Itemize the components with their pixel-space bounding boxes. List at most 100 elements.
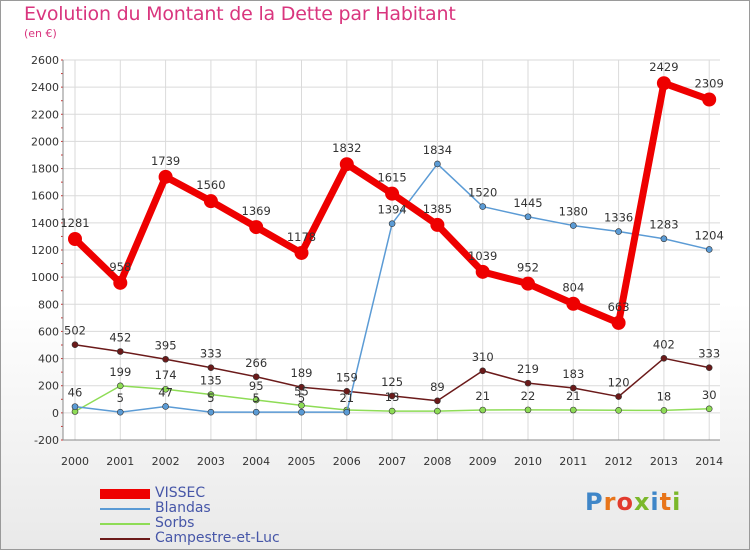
legend-label: Campestre-et-Luc [155, 530, 280, 546]
data-point [343, 408, 351, 416]
legend-label: Blandas [155, 500, 211, 516]
data-label: 30 [702, 388, 717, 402]
data-label: 1834 [423, 143, 452, 157]
data-point [252, 396, 260, 404]
data-point [113, 275, 128, 290]
data-label: 5 [298, 391, 305, 405]
data-label: 21 [339, 391, 354, 405]
data-point [207, 364, 215, 371]
data-label: 1394 [377, 203, 406, 217]
x-tick-label: 2006 [333, 455, 361, 468]
data-point [203, 194, 218, 209]
data-point [569, 384, 577, 392]
data-point [117, 408, 124, 416]
data-point [298, 402, 305, 409]
data-point [479, 367, 487, 375]
data-label: 1380 [559, 205, 588, 219]
data-label: 2429 [649, 60, 678, 74]
data-label: 95 [249, 379, 264, 393]
data-label: 125 [381, 375, 403, 389]
y-tick-label: 400 [38, 353, 59, 366]
data-point [249, 220, 264, 235]
y-tick-label: -200 [34, 434, 59, 447]
data-label: 46 [68, 386, 83, 400]
data-point [294, 245, 309, 260]
data-label: 159 [336, 370, 358, 384]
data-point [71, 403, 79, 410]
data-label: 395 [155, 338, 177, 352]
data-point [388, 220, 396, 227]
data-point [569, 222, 577, 229]
data-point [343, 387, 351, 395]
data-point [479, 406, 487, 414]
data-point [388, 407, 396, 415]
data-point [162, 355, 169, 363]
data-label: 1445 [513, 196, 542, 210]
data-point [430, 217, 445, 232]
data-point [298, 408, 305, 416]
data-point [339, 157, 354, 172]
legend-label: Sorbs [155, 515, 195, 531]
chart-title: Evolution du Montant de la Dette par Hab… [24, 3, 456, 25]
data-point [656, 76, 671, 91]
x-tick-label: 2005 [288, 455, 316, 468]
data-point [68, 232, 82, 247]
y-tick-label: 1600 [31, 190, 59, 203]
data-label: 663 [608, 300, 630, 314]
data-point [388, 392, 396, 400]
data-label: 333 [200, 347, 222, 361]
data-point [615, 228, 622, 235]
data-label: 183 [562, 367, 584, 381]
legend-swatch [100, 489, 150, 499]
legend-label: VISSEC [155, 485, 206, 501]
data-label: 189 [291, 366, 313, 380]
data-label: 1283 [649, 218, 678, 232]
data-label: 21 [475, 389, 490, 403]
data-point [252, 373, 260, 381]
data-label: 1832 [332, 141, 361, 155]
data-label: 952 [517, 261, 539, 275]
data-label: 21 [566, 389, 581, 403]
data-label: 1336 [604, 211, 633, 225]
data-label: 1281 [60, 216, 89, 230]
y-tick-label: 1800 [31, 163, 59, 176]
data-label: 266 [245, 356, 267, 370]
x-tick-label: 2001 [106, 455, 134, 468]
y-tick-label: 2600 [31, 54, 59, 67]
x-tick-label: 2014 [695, 455, 723, 468]
x-tick-label: 2013 [650, 455, 678, 468]
data-label: 120 [608, 376, 630, 390]
logo-letter: x [633, 488, 651, 516]
data-point [434, 160, 441, 168]
data-label: 5 [253, 391, 260, 405]
data-point [162, 385, 169, 393]
data-point [434, 407, 441, 415]
data-label: 2309 [695, 76, 724, 90]
data-point [566, 296, 581, 311]
data-label: 199 [109, 365, 131, 379]
data-point [158, 169, 173, 184]
y-tick-label: 1400 [31, 217, 59, 230]
logo-letter: o [616, 488, 634, 516]
data-label: 5 [207, 391, 214, 405]
data-label: 1560 [196, 178, 225, 192]
data-label: 55 [294, 384, 309, 398]
data-point [117, 382, 124, 390]
x-tick-label: 2012 [605, 455, 633, 468]
data-label: 333 [698, 347, 720, 361]
data-point [611, 315, 626, 330]
data-label: 47 [158, 385, 173, 399]
x-tick-label: 2002 [152, 455, 180, 468]
data-point [660, 407, 668, 414]
data-label: 1369 [242, 204, 271, 218]
x-tick-label: 2003 [197, 455, 225, 468]
data-label: 219 [517, 362, 539, 376]
data-label: 1615 [377, 171, 406, 185]
data-label: 1520 [468, 186, 497, 200]
data-label: 13 [385, 390, 400, 404]
data-point [207, 408, 215, 416]
data-label: 5 [117, 391, 124, 405]
data-label: 402 [653, 337, 675, 351]
data-point [705, 364, 713, 371]
data-label: 1385 [423, 202, 452, 216]
